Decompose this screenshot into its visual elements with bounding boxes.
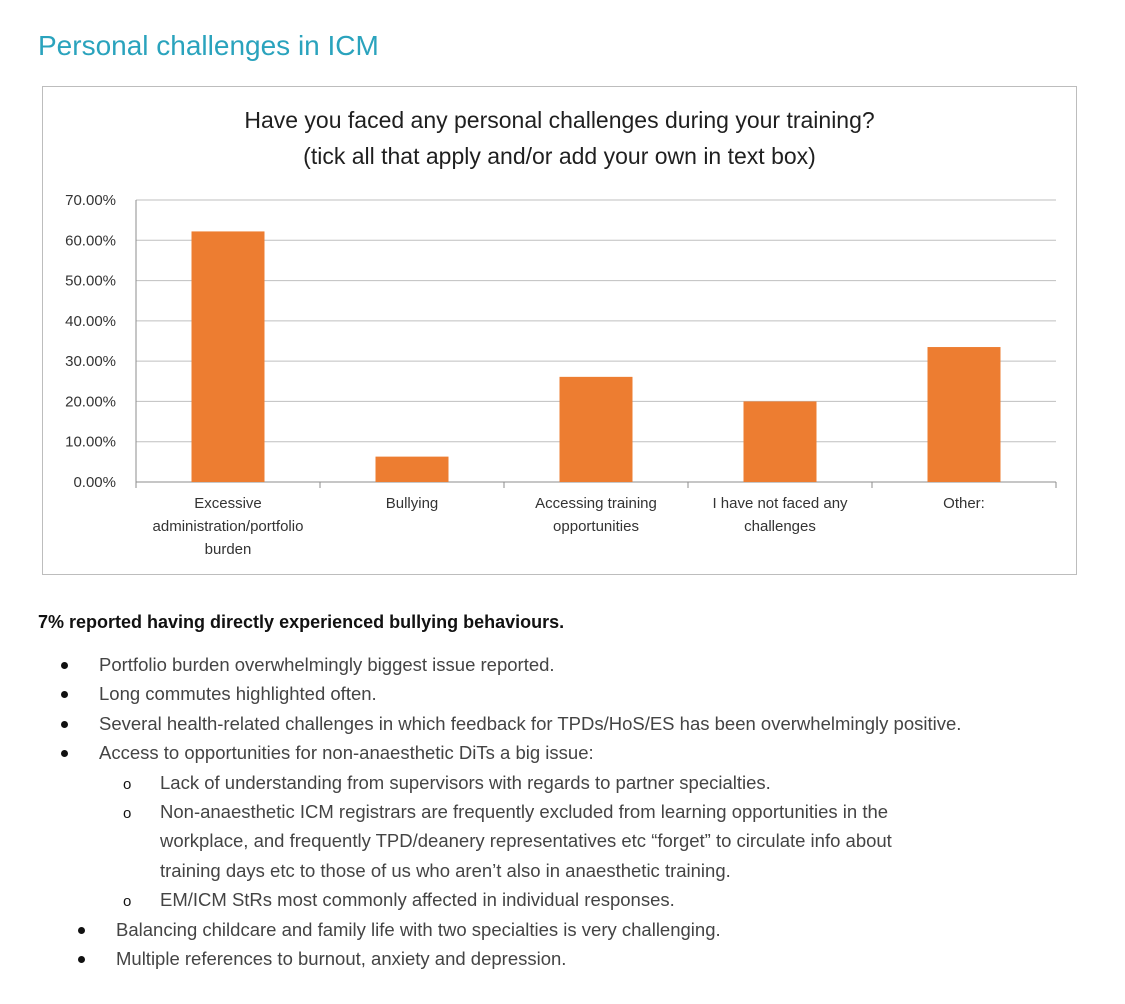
bullet-text: Long commutes highlighted often. <box>99 683 377 705</box>
sub-bullet-marker: o <box>123 805 132 822</box>
bullet-text: training days etc to those of us who are… <box>160 859 731 881</box>
bullet-dot <box>78 956 85 963</box>
bullet-dot <box>61 662 68 669</box>
chart-container: Have you faced any personal challenges d… <box>42 86 1077 575</box>
sub-bullet-marker: o <box>123 775 132 793</box>
bullet-text: Several health-related challenges in whi… <box>99 712 962 734</box>
bullet-text: EM/ICM StRs most commonly affected in in… <box>160 889 675 911</box>
bullet-dot <box>61 720 68 728</box>
y-tick-label: 40.00% <box>65 313 116 330</box>
y-tick-label: 70.00% <box>65 192 116 209</box>
y-tick-label: 20.00% <box>65 393 116 410</box>
x-category-label: Bullying <box>386 495 439 512</box>
x-category-label: Accessing training <box>535 495 657 512</box>
x-category-label: opportunities <box>553 518 639 535</box>
chart-title-line-2: (tick all that apply and/or add your own… <box>303 143 816 169</box>
bullet-text: Balancing childcare and family life with… <box>116 918 721 940</box>
bullet-text: Multiple references to burnout, anxiety … <box>116 948 567 969</box>
page-heading: Personal challenges in ICM <box>38 30 379 61</box>
y-tick-label: 30.00% <box>65 353 116 370</box>
y-tick-label: 0.00% <box>73 474 116 491</box>
summary-statement: 7% reported having directly experienced … <box>38 612 565 632</box>
bar <box>191 231 265 482</box>
x-category-label: administration/portfolio <box>153 518 304 535</box>
bullet-dot <box>78 926 85 934</box>
x-category-label: Other: <box>943 495 985 512</box>
bullet-text: Non-anaesthetic ICM registrars are frequ… <box>160 801 889 822</box>
chart-title-line-1: Have you faced any personal challenges d… <box>244 107 875 133</box>
bar-chart: 0.00% 10.00% 20.00% 30.00% 40.00% 50.00% 60.00… <box>65 192 1057 558</box>
bar <box>559 376 633 482</box>
bar <box>375 456 449 482</box>
y-tick-label: 60.00% <box>65 232 116 249</box>
bullet-dot <box>61 691 68 699</box>
x-category-label: challenges <box>744 518 816 535</box>
y-tick-label: 10.00% <box>65 434 116 451</box>
x-category-label: Excessive <box>194 495 262 512</box>
x-category-label: burden <box>205 541 252 558</box>
y-tick-label: 50.00% <box>65 273 116 290</box>
bullet-text: Lack of understanding from supervisors w… <box>160 771 771 793</box>
bullet-dot <box>61 750 68 758</box>
bar <box>743 401 817 482</box>
x-category-label: I have not faced any <box>712 495 848 512</box>
sub-bullet-marker: o <box>123 893 132 911</box>
bar <box>927 347 1001 482</box>
bullet-text: Portfolio burden overwhelmingly biggest … <box>99 654 555 675</box>
bullet-text: Access to opportunities for non-anaesthe… <box>99 742 594 764</box>
bullet-text: workplace, and frequently TPD/deanery re… <box>160 830 892 852</box>
